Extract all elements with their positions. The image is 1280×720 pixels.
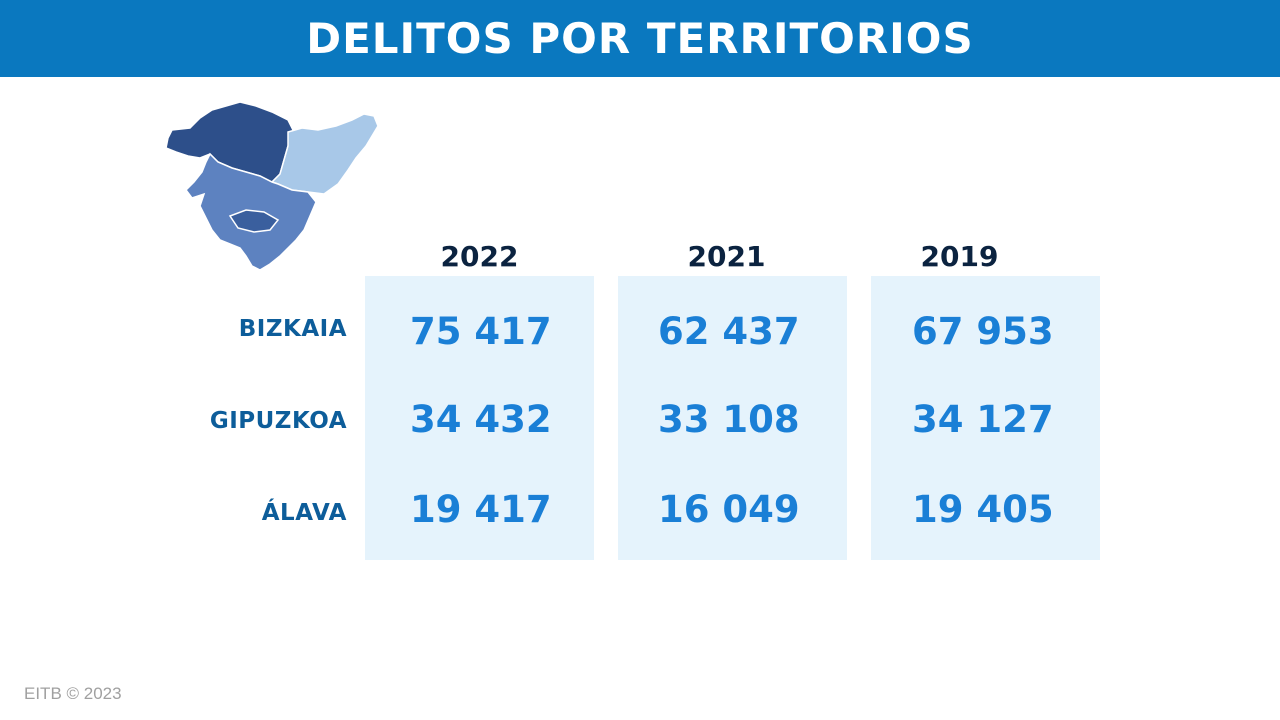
row-label-alava: ÁLAVA	[261, 500, 347, 526]
column-bg-2022	[365, 276, 594, 560]
column-header-2019: 2019	[920, 240, 999, 273]
row-label-bizkaia: BIZKAIA	[238, 316, 347, 342]
title-bar: DELITOS POR TERRITORIOS	[0, 0, 1280, 77]
value-alava-2019: 19 405	[912, 488, 1054, 531]
column-bg-2019	[871, 276, 1100, 560]
value-bizkaia-2021: 62 437	[658, 310, 800, 353]
value-alava-2021: 16 049	[658, 488, 800, 531]
column-header-2022: 2022	[440, 240, 519, 273]
footer-copyright: EITB © 2023	[24, 684, 122, 703]
basque-country-map	[165, 101, 379, 271]
row-label-gipuzkoa: GIPUZKOA	[209, 408, 347, 434]
value-gipuzkoa-2019: 34 127	[912, 398, 1054, 441]
value-bizkaia-2019: 67 953	[912, 310, 1054, 353]
value-gipuzkoa-2022: 34 432	[410, 398, 552, 441]
map-enclave	[228, 209, 280, 233]
map-region-gipuzkoa	[270, 113, 379, 195]
value-bizkaia-2022: 75 417	[410, 310, 552, 353]
column-bg-2021	[618, 276, 847, 560]
column-header-2021: 2021	[687, 240, 766, 273]
page-title: DELITOS POR TERRITORIOS	[306, 14, 974, 63]
value-gipuzkoa-2021: 33 108	[658, 398, 800, 441]
value-alava-2022: 19 417	[410, 488, 552, 531]
